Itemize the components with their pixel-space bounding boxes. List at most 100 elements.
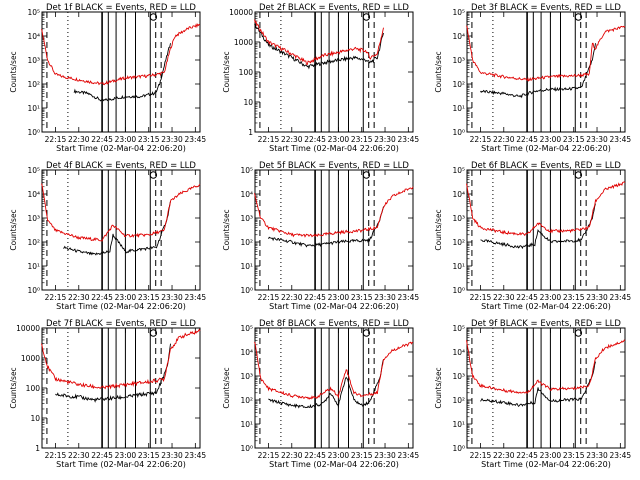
y-tick-label: 10⁵ (27, 8, 40, 17)
marker-loop-symbol (574, 329, 583, 337)
y-tick-label: 10² (240, 396, 253, 405)
y-axis-label: Counts/sec (222, 51, 231, 92)
y-tick-label: 10¹ (240, 420, 253, 429)
series-line-events (480, 43, 596, 99)
y-tick-label: 10⁴ (452, 348, 465, 357)
y-tick-label: 10⁰ (240, 444, 253, 453)
x-tick-label: 23:15 (563, 135, 585, 144)
series-line-events (268, 359, 384, 409)
x-tick-label: 23:15 (138, 135, 160, 144)
x-tick-label: 22:15 (470, 293, 492, 302)
y-tick-label: 10¹ (240, 262, 253, 271)
panel-title: Det 1f BLACK = Events, RED = LLD (46, 3, 196, 13)
x-tick-label: 23:45 (398, 451, 420, 460)
y-tick-label: 10 (243, 98, 253, 107)
x-tick-label: 23:15 (563, 451, 585, 460)
x-tick-label: 23:00 (115, 451, 137, 460)
y-tick-label: 10⁰ (240, 286, 253, 295)
y-tick-label: 1000 (234, 38, 253, 47)
series-line-events (480, 203, 596, 250)
x-tick-label: 22:45 (304, 451, 326, 460)
x-axis-label: Start Time (02-Mar-04 22:06:20) (269, 144, 399, 153)
series-line-events (63, 201, 171, 256)
x-tick-label: 23:00 (328, 293, 350, 302)
x-tick-label: 22:45 (304, 135, 326, 144)
marker-loop-symbol (362, 13, 371, 21)
plot-frame (254, 169, 414, 291)
y-axis-label: Counts/sec (222, 367, 231, 408)
x-tick-label: 22:45 (516, 293, 538, 302)
y-tick-label: 10⁰ (452, 444, 465, 453)
x-tick-label: 23:30 (374, 293, 396, 302)
y-axis-label: Counts/sec (434, 209, 443, 250)
marker-loop-symbol (574, 171, 583, 179)
x-tick-label: 23:00 (328, 135, 350, 144)
panel-6: Det 6f BLACK = Events, RED = LLD 10⁰ 10¹ 10… (434, 161, 631, 311)
x-tick-label: 23:45 (398, 135, 420, 144)
x-tick-label: 23:30 (586, 135, 608, 144)
panel-7: Det 7f BLACK = Events, RED = LLD 1 10 100 10… (9, 319, 206, 469)
y-tick-label: 10⁴ (452, 190, 465, 199)
x-tick-label: 22:30 (281, 135, 303, 144)
x-tick-label: 23:15 (351, 451, 373, 460)
x-tick-label: 23:15 (138, 451, 160, 460)
y-axis-label: Counts/sec (9, 367, 18, 408)
x-tick-label: 23:30 (586, 293, 608, 302)
plot-frame (41, 327, 201, 449)
y-tick-label: 10⁵ (452, 8, 465, 17)
marker-loop-symbol (362, 171, 371, 179)
panel-9: Det 9f BLACK = Events, RED = LLD 10⁰ 10¹ 10… (434, 319, 631, 469)
x-tick-label: 22:15 (45, 293, 67, 302)
y-axis-label: Counts/sec (434, 367, 443, 408)
y-tick-label: 10³ (452, 56, 465, 65)
x-tick-label: 23:45 (610, 293, 632, 302)
y-tick-label: 10² (452, 80, 465, 89)
x-tick-label: 23:30 (586, 451, 608, 460)
x-tick-label: 23:00 (328, 451, 350, 460)
y-tick-label: 10¹ (27, 262, 40, 271)
x-tick-label: 22:30 (281, 451, 303, 460)
x-tick-label: 22:30 (493, 451, 515, 460)
panel-title: Det 8f BLACK = Events, RED = LLD (259, 319, 409, 329)
x-tick-label: 22:15 (470, 451, 492, 460)
panel-title: Det 4f BLACK = Events, RED = LLD (46, 161, 196, 171)
x-tick-label: 22:30 (68, 135, 90, 144)
x-tick-label: 23:30 (374, 451, 396, 460)
x-tick-label: 22:45 (516, 135, 538, 144)
x-tick-label: 22:30 (281, 293, 303, 302)
marker-loop-symbol (574, 13, 583, 21)
marker-loop-symbol (362, 329, 371, 337)
y-tick-label: 10⁵ (452, 324, 465, 333)
panel-title: Det 3f BLACK = Events, RED = LLD (471, 3, 621, 13)
y-tick-label: 10³ (240, 214, 253, 223)
series-line-lld (41, 23, 200, 86)
x-tick-label: 23:15 (351, 135, 373, 144)
y-tick-label: 10⁵ (452, 166, 465, 175)
panel-title: Det 5f BLACK = Events, RED = LLD (259, 161, 409, 171)
x-tick-label: 22:45 (91, 135, 113, 144)
series-line-lld (466, 25, 626, 82)
panel-title: Det 9f BLACK = Events, RED = LLD (471, 319, 621, 329)
y-tick-label: 10⁴ (27, 32, 40, 41)
x-tick-label: 23:00 (540, 135, 562, 144)
y-tick-label: 10⁴ (240, 348, 253, 357)
panel-8: Det 8f BLACK = Events, RED = LLD 10⁰ 10¹ 10… (222, 319, 419, 469)
y-tick-label: 10 (30, 414, 40, 423)
series-line-lld (41, 183, 201, 242)
x-tick-label: 23:00 (540, 451, 562, 460)
x-axis-label: Start Time (02-Mar-04 22:06:20) (481, 460, 611, 469)
x-tick-label: 23:00 (115, 293, 137, 302)
x-tick-label: 22:45 (91, 451, 113, 460)
panel-4: Det 4f BLACK = Events, RED = LLD 10⁰ 10¹ 10… (9, 161, 206, 311)
y-tick-label: 10² (27, 238, 40, 247)
y-tick-label: 10³ (452, 372, 465, 381)
plot-frame (41, 169, 201, 291)
marker-loop-symbol (149, 171, 158, 179)
x-tick-label: 23:45 (185, 135, 207, 144)
y-axis-label: Counts/sec (222, 209, 231, 250)
x-tick-label: 22:30 (493, 135, 515, 144)
series-line-lld (466, 181, 626, 237)
series-line-lld (466, 339, 626, 394)
x-axis-label: Start Time (02-Mar-04 22:06:20) (481, 302, 611, 311)
y-tick-label: 1 (35, 444, 40, 453)
